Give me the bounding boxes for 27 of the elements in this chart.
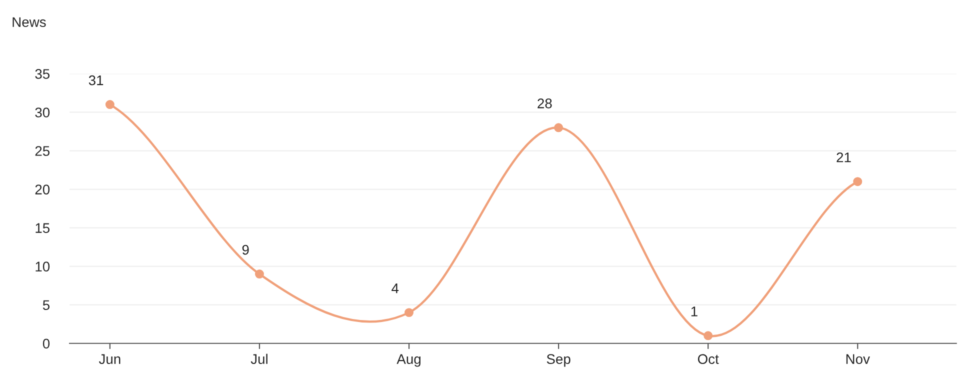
y-tick-label: 15 <box>36 223 50 233</box>
y-tick-label: 20 <box>35 184 50 194</box>
x-tick-label: Aug <box>396 354 420 367</box>
point <box>853 177 862 186</box>
x-tick-label: Nov <box>846 354 870 364</box>
point <box>254 270 264 279</box>
data-label: 28 <box>538 98 552 108</box>
data-label: 1 <box>691 306 698 316</box>
point <box>554 123 564 132</box>
point <box>404 308 414 318</box>
point <box>105 100 114 110</box>
y-tick-label: 25 <box>35 146 50 156</box>
x-tick-label: Sep <box>546 354 570 367</box>
y-tick-label: 5 <box>42 300 50 310</box>
x-tick-label: Jun <box>98 354 120 364</box>
point <box>704 331 713 340</box>
x-tick-label: Oct <box>698 354 719 364</box>
y-axis-title: News <box>12 17 46 28</box>
y-tick-label: 0 <box>42 338 50 349</box>
data-label: 9 <box>242 244 249 255</box>
y-tick-label: 30 <box>35 108 50 118</box>
y-tick-label: 10 <box>36 262 50 272</box>
data-label: 4 <box>392 284 399 294</box>
y-tick-label: 35 <box>35 69 50 79</box>
data-label: 31 <box>88 75 104 86</box>
x-tick-label: Jul <box>250 354 268 364</box>
data-label: 21 <box>836 152 851 162</box>
